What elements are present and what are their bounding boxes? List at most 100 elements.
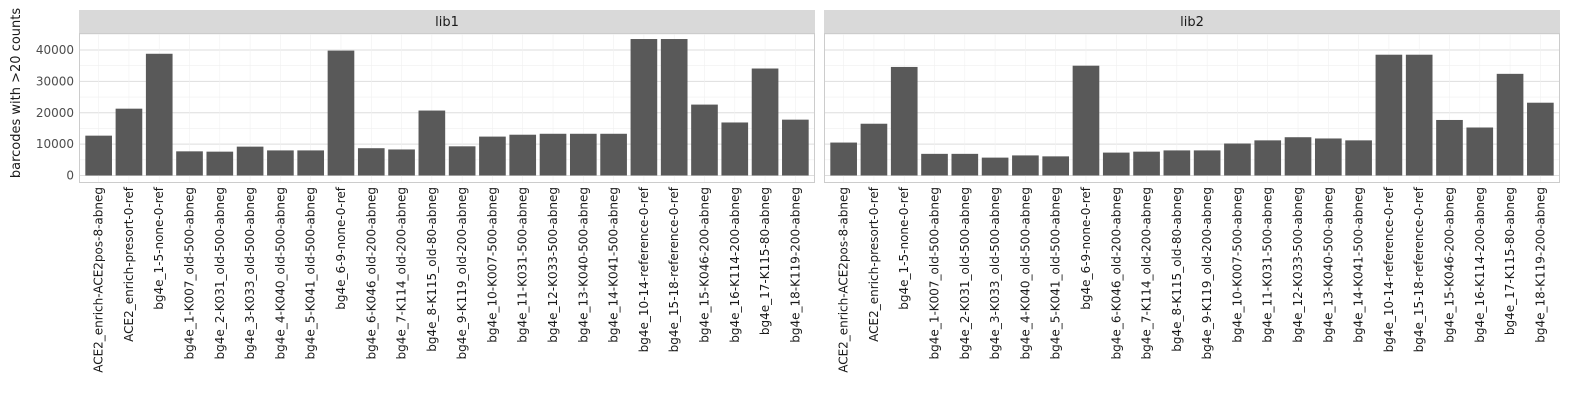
x-tick-label: bg4e_5-K041_old-500-abneg <box>1049 187 1063 359</box>
bar <box>85 135 112 176</box>
bar <box>267 150 294 176</box>
x-tick-label: bg4e_15-K046-200-abneg <box>1442 187 1456 343</box>
bar <box>145 53 173 176</box>
bar <box>1193 150 1221 176</box>
x-tick-label: bg4e_6-K046_old-200-abneg <box>364 187 378 359</box>
y-tick-label: 40000 <box>36 43 74 57</box>
bar <box>1466 127 1494 176</box>
bar <box>327 50 355 176</box>
bar <box>951 153 979 176</box>
x-tick-label: bg4e_2-K031_old-500-abneg <box>958 187 972 359</box>
x-tick-label: bg4e_10-14-reference-0-ref <box>1382 186 1396 352</box>
x-tick-label: bg4e_15-K046-200-abneg <box>697 187 711 343</box>
bar <box>539 133 567 176</box>
bar <box>1375 54 1403 176</box>
x-tick-label: bg4e_1-5-none-0-ref <box>897 186 911 309</box>
x-tick-label: bg4e_7-K114_old-200-abneg <box>395 187 409 359</box>
bar <box>388 149 415 176</box>
x-tick-label: bg4e_18-K119-200-abneg <box>1533 187 1547 343</box>
x-tick-label: ACE2_enrich-presort-0-ref <box>122 186 136 342</box>
bar <box>630 39 658 176</box>
bar <box>1314 138 1342 176</box>
facet-strip-label: lib2 <box>1180 15 1204 30</box>
x-tick-label: bg4e_15-18-reference-0-ref <box>667 186 681 352</box>
x-tick-label: bg4e_9-K119_old-200-abneg <box>455 187 469 359</box>
x-tick-label: bg4e_8-K115_old-80-abneg <box>1170 187 1184 352</box>
facet-panel-lib2: lib2 ACE2_enrich-ACE2pos-8-abneg ACE2_enri… <box>824 10 1560 373</box>
x-tick-label: bg4e_17-K115-80-abneg <box>1503 187 1517 335</box>
y-axis-title: barcodes with >20 counts <box>9 8 24 178</box>
x-tick-label: bg4e_4-K040_old-500-abneg <box>1018 187 1032 359</box>
bar <box>782 119 809 176</box>
x-tick-label: bg4e_3-K033_old-500-abneg <box>988 187 1002 359</box>
bar <box>860 123 888 176</box>
bar <box>418 110 446 176</box>
y-tick-label: 0 <box>66 169 74 183</box>
bar <box>236 146 264 176</box>
x-tick-label: bg4e_14-K041-500-abneg <box>1352 187 1366 343</box>
x-tick-label: bg4e_17-K115-80-abneg <box>758 187 772 335</box>
bar <box>830 142 857 176</box>
bar <box>1163 150 1191 176</box>
bar <box>1284 137 1312 176</box>
facet-strip <box>824 10 1560 33</box>
x-tick-label: bg4e_6-9-none-0-ref <box>334 186 348 309</box>
bar <box>448 146 476 176</box>
bar <box>600 133 627 176</box>
x-tick-label: bg4e_10-K007-500-abneg <box>1230 187 1244 343</box>
x-tick-label: bg4e_1-5-none-0-ref <box>152 186 166 309</box>
bar <box>1133 151 1160 176</box>
bar <box>751 68 779 176</box>
x-tick-label: bg4e_3-K033_old-500-abneg <box>243 187 257 359</box>
bar <box>1436 119 1463 176</box>
x-tick-label: bg4e_1-K007_old-500-abneg <box>928 187 942 359</box>
x-tick-label: bg4e_7-K114_old-200-abneg <box>1140 187 1154 359</box>
bar <box>1254 140 1282 176</box>
x-tick-label: bg4e_11-K031-500-abneg <box>516 187 530 343</box>
x-tick-label: bg4e_12-K033-500-abneg <box>546 187 560 343</box>
bar <box>115 108 143 176</box>
bar <box>569 133 597 176</box>
bar <box>1102 152 1130 176</box>
bar <box>509 134 537 176</box>
bar <box>1345 140 1372 176</box>
x-tick-label: bg4e_2-K031_old-500-abneg <box>213 187 227 359</box>
x-tick-label: bg4e_10-K007-500-abneg <box>485 187 499 343</box>
bar <box>1224 143 1251 176</box>
x-tick-label: bg4e_13-K040-500-abneg <box>1321 187 1335 343</box>
bar <box>1527 102 1554 176</box>
x-tick-label: bg4e_11-K031-500-abneg <box>1261 187 1275 343</box>
x-tick-label: bg4e_14-K041-500-abneg <box>607 187 621 343</box>
x-tick-label: bg4e_10-14-reference-0-ref <box>637 186 651 352</box>
x-tick-label: bg4e_6-K046_old-200-abneg <box>1109 187 1123 359</box>
y-tick-label: 10000 <box>36 137 74 151</box>
x-tick-label: bg4e_5-K041_old-500-abneg <box>304 187 318 359</box>
facet-strip-label: lib1 <box>435 15 459 30</box>
bar <box>721 122 749 176</box>
y-tick-label: 20000 <box>36 106 74 120</box>
x-tick-label: bg4e_8-K115_old-80-abneg <box>425 187 439 352</box>
bar <box>660 39 688 176</box>
bar <box>176 151 203 176</box>
bar <box>981 157 1009 176</box>
bar <box>921 153 948 176</box>
bar <box>479 136 506 176</box>
x-tick-label: bg4e_15-18-reference-0-ref <box>1412 186 1426 352</box>
bar <box>890 66 918 176</box>
x-tick-label: ACE2_enrich-presort-0-ref <box>867 186 881 342</box>
bar <box>297 150 325 176</box>
facet-panel-lib1: lib1 ACE2_enrich-ACE2pos-8-abneg ACE2_enri… <box>79 10 815 373</box>
x-tick-label: bg4e_12-K033-500-abneg <box>1291 187 1305 343</box>
bar <box>1405 54 1433 176</box>
bar <box>1072 65 1100 176</box>
x-tick-label: bg4e_4-K040_old-500-abneg <box>273 187 287 359</box>
x-tick-label: bg4e_16-K114-200-abneg <box>728 187 742 343</box>
x-tick-label: ACE2_enrich-ACE2pos-8-abneg <box>92 187 106 373</box>
x-tick-label: bg4e_6-9-none-0-ref <box>1079 186 1093 309</box>
bar <box>206 151 234 176</box>
bar <box>357 148 385 176</box>
bar <box>1012 155 1039 176</box>
x-tick-label: bg4e_9-K119_old-200-abneg <box>1200 187 1214 359</box>
